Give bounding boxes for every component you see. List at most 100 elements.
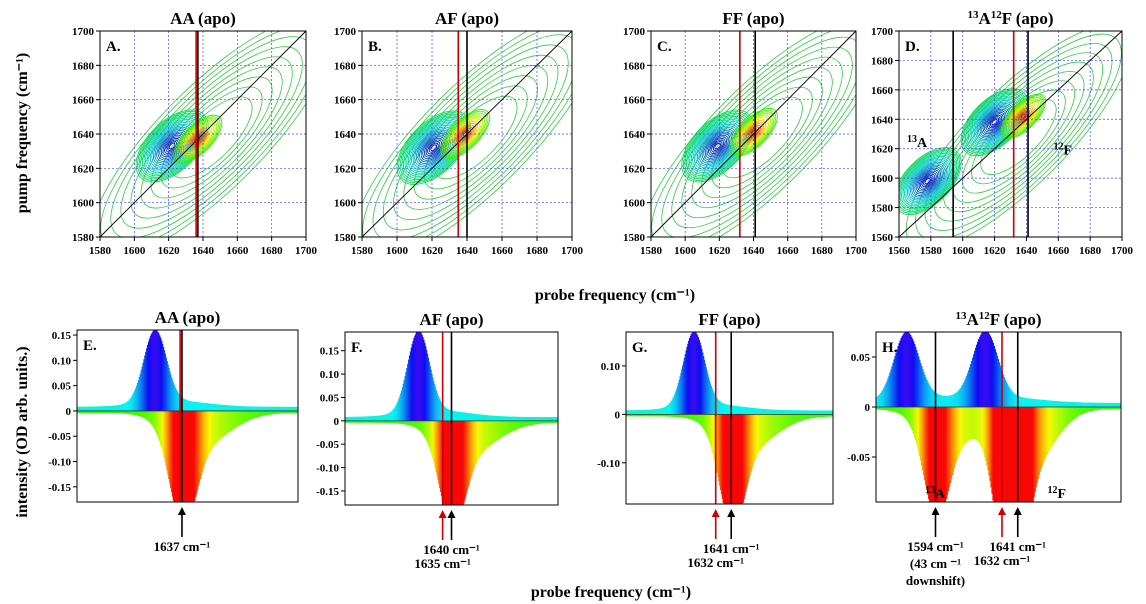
positive-band	[417, 332, 420, 421]
negative-band	[98, 410, 100, 414]
negative-band	[898, 407, 901, 414]
positive-band	[707, 374, 709, 415]
positive-band	[906, 332, 909, 407]
negative-band	[146, 410, 149, 421]
y-tick-label: 0.15	[52, 330, 72, 342]
negative-band	[1034, 407, 1036, 493]
negative-band	[509, 420, 511, 433]
positive-band	[905, 332, 908, 407]
negative-band	[495, 420, 498, 441]
negative-band	[1015, 407, 1018, 502]
positive-band	[777, 409, 780, 415]
positive-band	[971, 357, 974, 407]
positive-band	[689, 335, 692, 415]
negative-band	[537, 420, 540, 424]
positive-peak-contour	[739, 118, 768, 147]
positive-band	[130, 397, 132, 411]
negative-band	[725, 414, 727, 504]
positive-band	[1066, 401, 1069, 407]
positive-band	[1056, 401, 1059, 407]
negative-band	[488, 420, 491, 446]
positive-band	[157, 331, 159, 411]
positive-band	[193, 401, 195, 411]
positive-band	[151, 332, 154, 411]
positive-band	[1035, 399, 1037, 407]
x-tick-label: 1680	[261, 245, 284, 257]
positive-peak-contour	[450, 119, 480, 149]
negative-band	[130, 410, 132, 415]
positive-band	[184, 399, 187, 411]
negative-band	[523, 420, 525, 427]
negative-band	[758, 414, 761, 451]
positive-band	[828, 410, 831, 415]
positive-band	[497, 416, 500, 421]
positive-band	[666, 405, 668, 415]
negative-band	[408, 420, 411, 426]
negative-band	[1089, 407, 1091, 412]
positive-band	[519, 416, 522, 421]
negative-band	[645, 414, 648, 417]
negative-band	[242, 410, 245, 424]
negative-band	[525, 420, 527, 427]
negative-band	[1091, 407, 1094, 411]
positive-band	[501, 416, 503, 421]
negative-band	[186, 410, 189, 502]
negative-band	[1028, 407, 1030, 502]
negative-peak-contour	[704, 133, 731, 159]
negative-band	[432, 420, 435, 462]
negative-band	[635, 414, 637, 417]
negative-band	[677, 414, 680, 418]
negative-band	[492, 420, 494, 444]
negative-peak-contour	[975, 102, 1014, 142]
negative-band	[1058, 407, 1061, 435]
y-tick-label: -0.10	[316, 463, 339, 475]
positive-band	[820, 410, 823, 415]
positive-band	[995, 352, 998, 407]
positive-band	[504, 416, 507, 421]
positive-band	[384, 414, 386, 421]
positive-band	[799, 410, 801, 415]
positive-band	[680, 372, 682, 415]
negative-band	[776, 414, 778, 435]
contour-line	[110, 36, 306, 237]
negative-band	[689, 414, 692, 420]
negative-band	[101, 410, 104, 414]
positive-band	[807, 410, 809, 415]
negative-band	[633, 414, 636, 417]
positive-band	[435, 390, 438, 421]
arrow-head	[931, 507, 940, 515]
positive-band	[626, 410, 629, 415]
negative-band	[940, 407, 942, 502]
panel-title: FF (apo)	[722, 9, 784, 28]
negative-band	[244, 410, 247, 423]
negative-band	[951, 407, 954, 476]
y-axis-label-bottom: intensity (OD arb. units.)	[14, 346, 31, 517]
negative-band	[408, 420, 410, 426]
panel-A: 1580 1600 1620 1640 1660 1680 1700158016001620…	[72, 9, 318, 257]
negative-band	[162, 410, 165, 455]
positive-band	[123, 403, 125, 411]
positive-band	[1091, 402, 1094, 407]
positive-band	[473, 413, 476, 421]
negative-band	[990, 407, 992, 488]
negative-band	[950, 407, 953, 480]
title-superscript: 12	[991, 9, 1003, 21]
positive-band	[498, 416, 501, 421]
negative-band	[770, 414, 772, 439]
negative-band	[383, 420, 385, 423]
negative-band	[354, 420, 357, 423]
negative-band	[764, 414, 767, 444]
positive-band	[911, 338, 914, 407]
positive-band	[1102, 402, 1105, 407]
negative-peak-contour	[427, 141, 441, 155]
positive-band	[692, 332, 694, 415]
negative-band	[386, 420, 389, 424]
positive-band	[895, 352, 898, 407]
negative-band	[966, 407, 969, 442]
negative-band	[346, 420, 349, 423]
positive-band	[396, 403, 398, 421]
negative-band	[1041, 407, 1043, 466]
positive-band	[85, 406, 87, 411]
negative-band	[1108, 407, 1111, 410]
positive-band	[978, 339, 980, 407]
